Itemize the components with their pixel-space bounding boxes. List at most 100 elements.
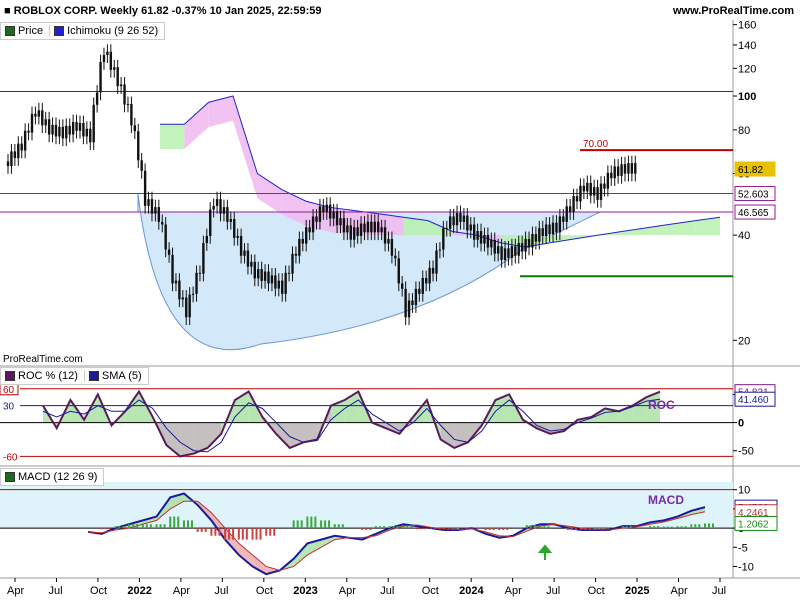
- candle-body: [137, 131, 140, 161]
- candle-body: [215, 199, 219, 206]
- candle-body: [370, 221, 373, 233]
- macd-histogram-bar: [163, 524, 166, 529]
- legend-macd[interactable]: MACD (12 26 9): [1, 471, 103, 483]
- candle-body: [301, 238, 304, 244]
- roc-tag-box: [734, 391, 776, 407]
- macd-histogram-bar: [136, 524, 139, 529]
- candle-body: [620, 164, 623, 176]
- candle-body: [246, 250, 250, 267]
- candle-body: [404, 288, 407, 318]
- site-url[interactable]: www.ProRealTime.com: [672, 5, 794, 17]
- candle-body: [51, 124, 54, 135]
- macd-histogram-bar: [708, 523, 710, 529]
- macd-fill: [293, 543, 308, 567]
- legend-sma-label: SMA (5): [101, 370, 142, 382]
- candle-body: [41, 110, 44, 126]
- roc-fill: [385, 422, 400, 434]
- price-tick-label: 120: [738, 63, 756, 75]
- macd-histogram-bar: [512, 527, 515, 529]
- macd-histogram-bar: [388, 526, 391, 529]
- macd-histogram-bar: [396, 526, 399, 529]
- candle-body: [356, 227, 359, 236]
- candle-body: [589, 182, 592, 196]
- macd-histogram-bar: [369, 528, 372, 530]
- candle-body: [524, 238, 527, 252]
- macd-histogram-bar: [245, 528, 248, 540]
- candle-body: [445, 228, 448, 230]
- candle-body: [308, 227, 311, 233]
- candle-body: [562, 216, 565, 222]
- macd-histogram-bar: [224, 528, 227, 540]
- candle-body: [466, 215, 469, 231]
- macd-histogram-bar: [625, 526, 628, 529]
- x-tick-label: Jul: [214, 585, 228, 597]
- candle-body: [157, 207, 161, 222]
- macd-histogram-bar: [149, 524, 152, 529]
- macd-histogram-bar: [310, 516, 313, 529]
- macd-histogram-bar: [525, 525, 528, 529]
- roc-fill: [289, 422, 304, 448]
- candle-body: [71, 122, 75, 135]
- ichimoku-cloud-segment: [427, 220, 453, 236]
- candle-body: [167, 249, 171, 255]
- candle-body: [332, 211, 335, 219]
- candle-body: [143, 170, 147, 206]
- macd-histogram-bar: [474, 527, 477, 529]
- candle-body: [10, 151, 13, 167]
- candle-body: [27, 130, 30, 133]
- candle-body: [92, 104, 95, 143]
- candle-body: [527, 238, 531, 248]
- macd-histogram-bar: [361, 528, 364, 530]
- macd-histogram-bar: [502, 528, 505, 530]
- macd-histogram-bar: [653, 526, 656, 529]
- candle-body: [102, 55, 106, 63]
- macd-histogram-bar: [169, 516, 172, 529]
- candle-body: [479, 231, 483, 244]
- macd-histogram-bar: [141, 524, 144, 529]
- candle-body: [222, 207, 226, 214]
- ichimoku-cloud-segment: [403, 217, 428, 236]
- candle-body: [610, 172, 613, 179]
- candle-body: [500, 246, 503, 261]
- x-tick-label: Apr: [339, 585, 356, 597]
- roc-tick-label: 0: [738, 418, 744, 430]
- x-tick-label: Apr: [671, 585, 688, 597]
- macd-histogram-bar: [539, 526, 542, 529]
- candle-body: [274, 275, 277, 289]
- x-tick-label: Jul: [48, 585, 62, 597]
- candle-body: [490, 239, 493, 248]
- legend-roc[interactable]: ROC % (12): [1, 370, 84, 382]
- candle-body: [147, 199, 150, 206]
- candle-body: [65, 125, 68, 139]
- macd-histogram-bar: [108, 528, 111, 530]
- macd-histogram-bar: [210, 528, 213, 536]
- candle-body: [534, 233, 538, 242]
- candle-body: [476, 231, 479, 240]
- candle-body: [397, 258, 400, 284]
- macd-histogram-bar: [433, 528, 436, 529]
- legend-ichimoku[interactable]: Ichimoku (9 26 52): [49, 25, 164, 37]
- candle-body: [236, 235, 239, 238]
- x-tick-label: Apr: [173, 585, 190, 597]
- macd-label: MACD: [648, 493, 684, 507]
- macd-histogram-bar: [533, 525, 536, 529]
- candle-body: [133, 125, 137, 132]
- ichimoku-cloud-segment: [184, 102, 209, 149]
- macd-histogram-bar: [704, 523, 706, 529]
- macd-histogram-bar: [128, 524, 131, 529]
- candle-body: [599, 183, 603, 200]
- legend-sma[interactable]: SMA (5): [83, 370, 148, 382]
- macd-histogram-bar: [657, 526, 660, 529]
- candle-body: [239, 235, 243, 256]
- candle-body: [185, 297, 188, 318]
- candle-body: [496, 246, 500, 254]
- macd-histogram-bar: [173, 516, 176, 529]
- candle-body: [520, 243, 524, 252]
- macd-histogram-bar: [114, 526, 117, 529]
- candle-body: [493, 239, 496, 254]
- legend-price[interactable]: Price: [1, 25, 49, 37]
- candle-body: [335, 211, 339, 226]
- tiny-flag-icon: ■: [4, 5, 11, 17]
- candle-body: [13, 151, 17, 159]
- candle-body: [212, 205, 215, 210]
